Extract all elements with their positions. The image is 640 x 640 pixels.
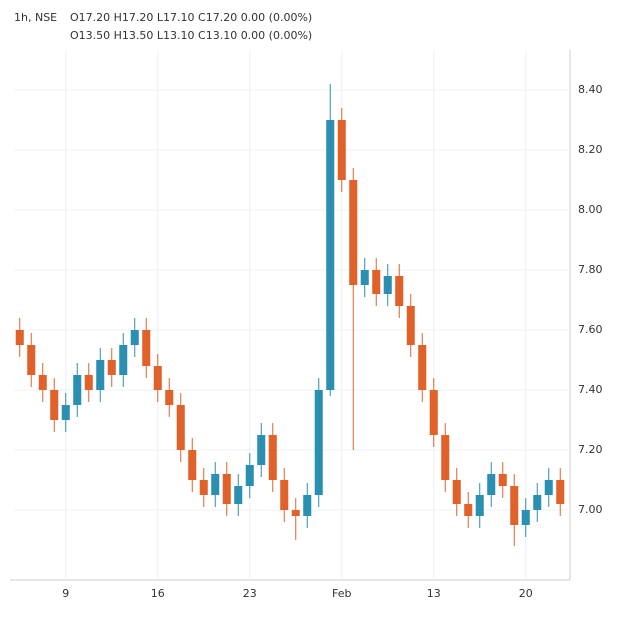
- x-tick-label: Feb: [332, 587, 351, 600]
- candle-body: [211, 474, 220, 495]
- candle-body: [360, 270, 369, 285]
- candle-body: [153, 366, 162, 390]
- candle-body: [96, 360, 105, 390]
- candle-body: [303, 495, 312, 516]
- candle-body: [406, 306, 415, 345]
- y-tick-label: 7.80: [578, 263, 603, 276]
- candle-body: [441, 435, 450, 480]
- candle-body: [418, 345, 427, 390]
- x-tick-label: 16: [151, 587, 165, 600]
- candle-body: [50, 390, 59, 420]
- candle-body: [383, 276, 392, 294]
- candle-body: [556, 480, 565, 504]
- x-tick-label: 23: [243, 587, 257, 600]
- candle-body: [73, 375, 82, 405]
- candle-body: [199, 480, 208, 495]
- candle-body: [107, 360, 116, 375]
- candle-body: [510, 486, 519, 525]
- candle-body: [395, 276, 404, 306]
- candle-body: [349, 180, 358, 285]
- candle-body: [130, 330, 139, 345]
- candle-body: [475, 495, 484, 516]
- y-tick-label: 7.60: [578, 323, 603, 336]
- candle-body: [521, 510, 530, 525]
- candle-body: [142, 330, 151, 366]
- candle-body: [245, 465, 254, 486]
- y-tick-label: 7.00: [578, 503, 603, 516]
- candle-body: [372, 270, 381, 294]
- candle-body: [314, 390, 323, 495]
- candle-body: [464, 504, 473, 516]
- candle-body: [27, 345, 36, 375]
- candle-body: [544, 480, 553, 495]
- legend-ohlc: O17.20 H17.20 L17.10 C17.20 0.00 (0.00%): [70, 11, 312, 24]
- y-tick-label: 7.40: [578, 383, 603, 396]
- candle-body: [188, 450, 197, 480]
- candle-body: [257, 435, 266, 465]
- candle-body: [61, 405, 70, 420]
- candle-body: [533, 495, 542, 510]
- candle-body: [119, 345, 128, 375]
- candle-body: [326, 120, 335, 390]
- candle-body: [487, 474, 496, 495]
- candle-body: [429, 390, 438, 435]
- y-tick-label: 8.20: [578, 143, 603, 156]
- y-tick-label: 7.20: [578, 443, 603, 456]
- candle-body: [38, 375, 47, 390]
- candle-body: [452, 480, 461, 504]
- candle-body: [498, 474, 507, 486]
- candle-body: [176, 405, 185, 450]
- legend-ohlc: O13.50 H13.50 L13.10 C13.10 0.00 (0.00%): [70, 29, 312, 42]
- candle-body: [291, 510, 300, 516]
- candle-body: [165, 390, 174, 405]
- x-tick-label: 13: [427, 587, 441, 600]
- candle-body: [15, 330, 24, 345]
- candle-body: [268, 435, 277, 480]
- candle-body: [280, 480, 289, 510]
- y-tick-label: 8.00: [578, 203, 603, 216]
- x-tick-label: 20: [519, 587, 533, 600]
- candle-body: [234, 486, 243, 504]
- y-tick-label: 8.40: [578, 83, 603, 96]
- legend-symbol: 1h, NSE: [14, 11, 57, 24]
- candle-body: [222, 474, 231, 504]
- x-tick-label: 9: [62, 587, 69, 600]
- candle-body: [84, 375, 93, 390]
- candle-body: [337, 120, 346, 180]
